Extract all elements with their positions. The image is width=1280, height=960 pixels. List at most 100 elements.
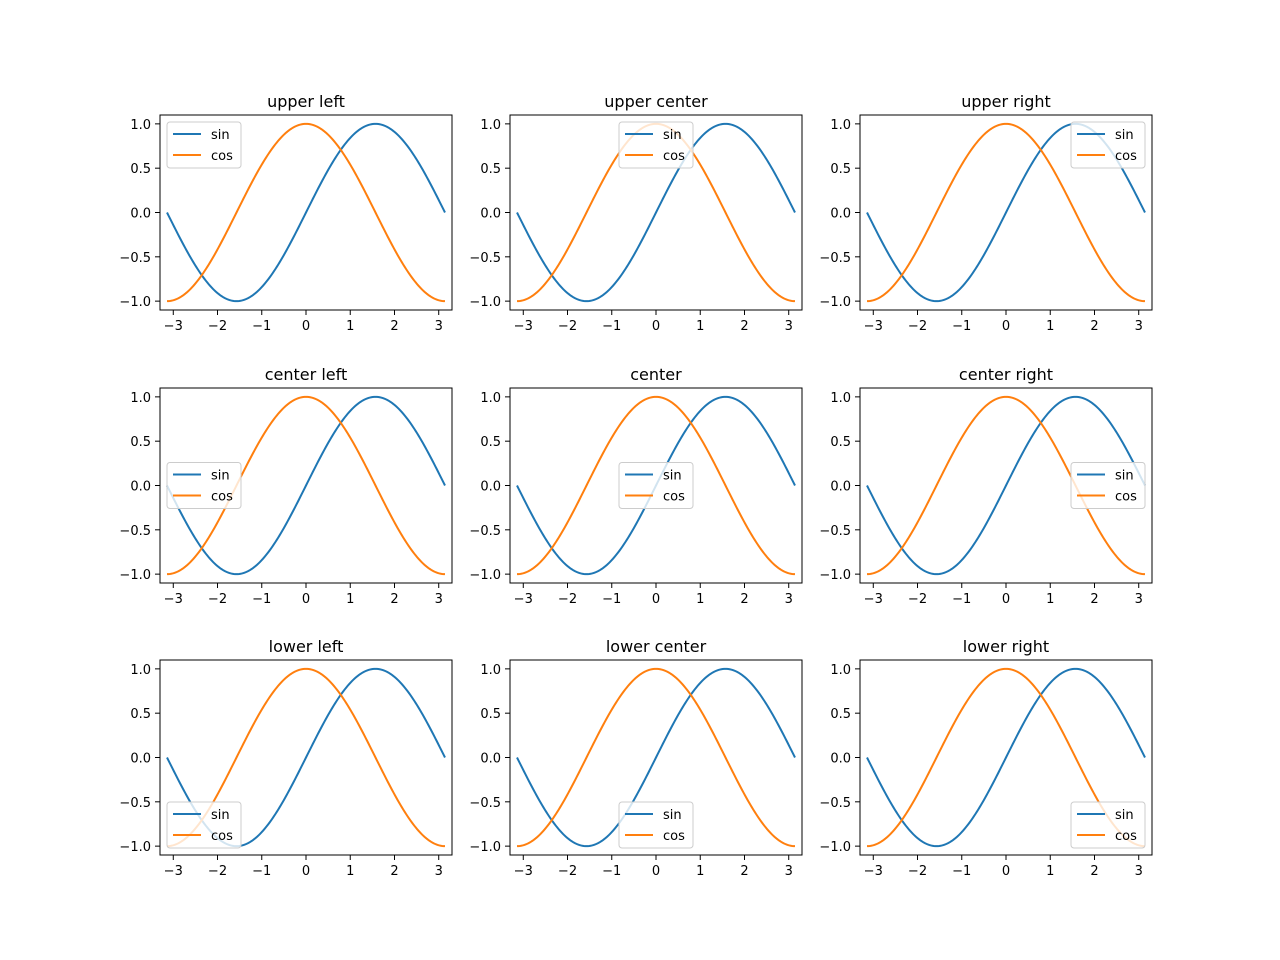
x-tick-label: 0 (1002, 319, 1010, 334)
y-tick-label: −1.0 (819, 295, 851, 310)
legend: sin cos (618, 801, 694, 849)
series-line-sin (166, 395, 446, 576)
y-tick-label: −0.5 (469, 796, 501, 811)
x-tick-label: −2 (208, 592, 227, 607)
y-tick-label: 0.0 (480, 480, 501, 495)
x-tick-label: −1 (952, 864, 971, 879)
series-line-cos (516, 667, 796, 848)
x-tick-label: 1 (1046, 592, 1054, 607)
legend-label: sin (1115, 808, 1134, 823)
subplot-title: upper left (267, 92, 345, 111)
legend-label: cos (211, 149, 233, 164)
y-tick-label: 0.0 (830, 752, 851, 767)
legend-label: cos (663, 829, 685, 844)
y-tick-label: 0.0 (130, 752, 151, 767)
x-tick-label: −3 (514, 864, 533, 879)
y-tick-label: 0.0 (830, 207, 851, 222)
y-tick-label: −1.0 (819, 568, 851, 583)
legend-label: sin (663, 808, 682, 823)
subplot-3: upper right −3 −2 −1 0 1 2 3 −1.0 −0.5 0.0 0.5 1.0 si… (819, 92, 1153, 334)
legend-label: sin (1115, 128, 1134, 143)
x-tick-label: −3 (164, 864, 183, 879)
legend-label: sin (211, 808, 230, 823)
x-tick-label: 1 (696, 319, 704, 334)
subplot-title: center right (959, 365, 1053, 384)
y-tick-label: 0.0 (130, 480, 151, 495)
x-tick-label: 3 (435, 592, 443, 607)
x-tick-label: −3 (514, 319, 533, 334)
legend: sin cos (166, 801, 242, 849)
x-tick-label: 1 (346, 864, 354, 879)
legend: sin cos (618, 462, 694, 509)
x-tick-label: −1 (252, 592, 271, 607)
x-tick-label: 1 (1046, 864, 1054, 879)
series-line-sin (516, 122, 796, 303)
x-tick-label: −3 (164, 319, 183, 334)
y-tick-label: 0.5 (130, 162, 151, 177)
x-tick-label: −2 (908, 319, 927, 334)
legend-label: sin (211, 128, 230, 143)
x-tick-label: 1 (696, 864, 704, 879)
series-line-cos (866, 395, 1146, 576)
y-tick-label: 0.5 (130, 707, 151, 722)
legend-label: cos (1115, 490, 1137, 505)
y-tick-label: −0.5 (819, 524, 851, 539)
x-tick-label: −2 (908, 864, 927, 879)
y-tick-label: −0.5 (819, 796, 851, 811)
y-tick-label: −1.0 (469, 295, 501, 310)
x-tick-label: 0 (652, 864, 660, 879)
x-tick-label: −2 (558, 319, 577, 334)
x-tick-label: −1 (952, 592, 971, 607)
legend: sin cos (166, 462, 242, 509)
series-line-sin (866, 395, 1146, 576)
series-line-sin (516, 667, 796, 848)
subplot-title: upper center (604, 92, 708, 111)
y-tick-label: 1.0 (130, 118, 151, 133)
y-tick-label: −1.0 (469, 840, 501, 855)
x-tick-label: −2 (558, 864, 577, 879)
y-tick-label: −1.0 (819, 840, 851, 855)
y-tick-label: −0.5 (819, 251, 851, 266)
y-tick-label: 0.0 (130, 207, 151, 222)
series-line-cos (166, 122, 446, 303)
y-tick-label: −0.5 (119, 796, 151, 811)
x-tick-label: 1 (1046, 319, 1054, 334)
legend-label: cos (1115, 829, 1137, 844)
y-tick-label: 1.0 (830, 391, 851, 406)
subplot-title: lower center (606, 637, 707, 656)
x-tick-label: 1 (346, 319, 354, 334)
y-tick-label: 0.0 (830, 480, 851, 495)
x-tick-label: −2 (208, 864, 227, 879)
legend: sin cos (166, 121, 242, 169)
subplot-title: lower left (269, 637, 344, 656)
x-tick-label: −3 (864, 319, 883, 334)
y-tick-label: −1.0 (119, 840, 151, 855)
x-tick-label: 2 (390, 592, 398, 607)
x-tick-label: −3 (514, 592, 533, 607)
x-tick-label: −1 (602, 864, 621, 879)
legend-label: sin (1115, 469, 1134, 484)
x-tick-label: −3 (864, 864, 883, 879)
x-tick-label: 0 (1002, 592, 1010, 607)
y-tick-label: 0.5 (830, 435, 851, 450)
x-tick-label: 3 (785, 864, 793, 879)
y-tick-label: −0.5 (469, 524, 501, 539)
subplot-2: upper center −3 −2 −1 0 1 2 3 −1.0 −0.5 0.0 0.5 1.0 s… (469, 92, 803, 334)
y-tick-label: 1.0 (830, 118, 851, 133)
x-tick-label: 3 (1135, 319, 1143, 334)
y-tick-label: −1.0 (469, 568, 501, 583)
x-tick-label: 1 (346, 592, 354, 607)
series-line-cos (866, 122, 1146, 303)
legend-label: cos (663, 149, 685, 164)
y-tick-label: 0.0 (480, 207, 501, 222)
x-tick-label: 2 (1090, 592, 1098, 607)
y-tick-label: 1.0 (830, 663, 851, 678)
x-tick-label: 0 (652, 592, 660, 607)
y-tick-label: 1.0 (480, 118, 501, 133)
y-tick-label: 1.0 (480, 391, 501, 406)
legend-label: cos (211, 490, 233, 505)
series-line-cos (516, 395, 796, 576)
subplot-1: upper left −3 −2 −1 0 1 2 3 −1.0 −0.5 0.0 0.5 1.0 sin… (119, 92, 453, 334)
x-tick-label: 1 (696, 592, 704, 607)
